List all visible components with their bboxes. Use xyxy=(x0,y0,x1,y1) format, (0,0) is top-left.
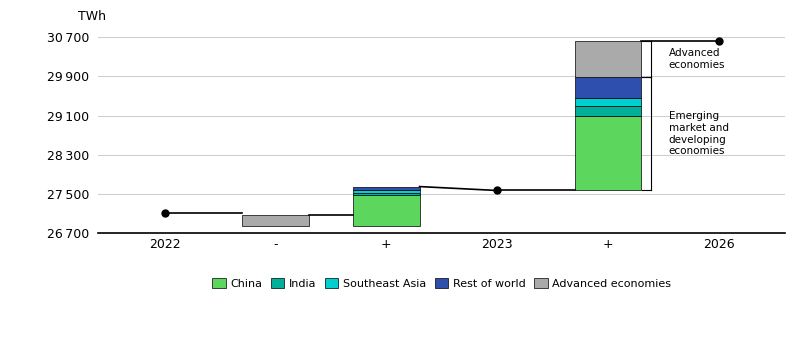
Text: Emerging
market and
developing
economies: Emerging market and developing economies xyxy=(669,111,729,156)
Bar xyxy=(574,41,641,77)
Bar xyxy=(353,190,419,193)
Text: Advanced
economies: Advanced economies xyxy=(669,48,726,70)
Bar xyxy=(353,193,419,195)
Bar xyxy=(242,215,309,226)
Bar xyxy=(574,98,641,106)
Bar xyxy=(353,186,419,190)
Bar xyxy=(574,106,641,116)
Bar xyxy=(574,116,641,190)
Legend: China, India, Southeast Asia, Rest of world, Advanced economies: China, India, Southeast Asia, Rest of wo… xyxy=(208,274,676,293)
Bar xyxy=(574,77,641,98)
Bar xyxy=(353,195,419,226)
Y-axis label: TWh: TWh xyxy=(78,10,106,23)
